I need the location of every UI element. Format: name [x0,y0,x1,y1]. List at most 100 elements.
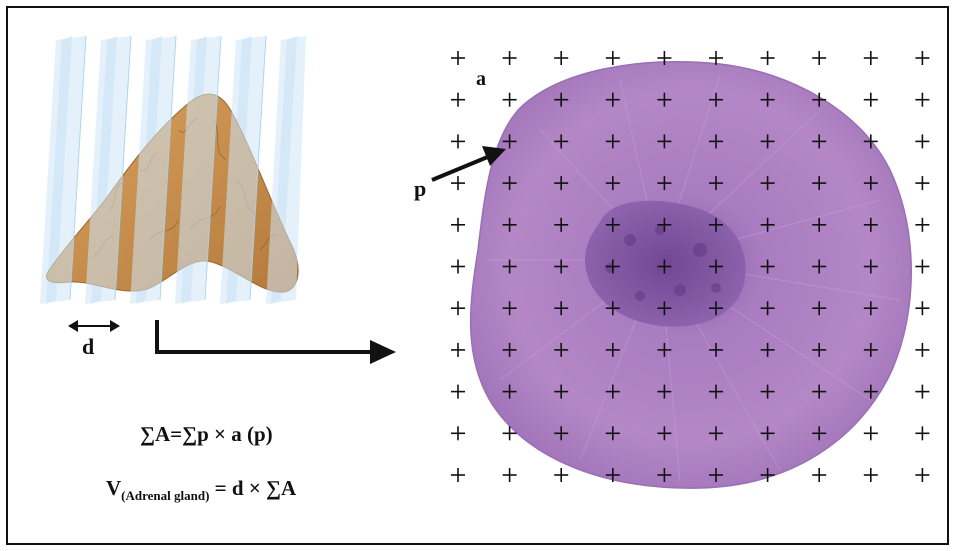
grid-cross [554,259,569,274]
grid-cross [863,384,878,399]
grid-cross [863,92,878,107]
grid-cross [502,259,517,274]
grid-cross [709,51,723,65]
grid-cross [657,426,672,441]
grid-cross [554,468,569,482]
grid-point-arrow [431,146,506,182]
grid-cross [605,301,620,316]
grid-cross [812,51,827,65]
grid-cross [451,176,465,191]
grid-cross [451,259,465,274]
slicing-planes-front [40,36,306,304]
grid-cross [605,259,620,274]
grid-cross [554,217,569,232]
grid-cross [502,51,517,65]
grid-cross [554,134,569,149]
point-grid [451,51,930,482]
grid-cross [709,301,723,316]
grid-cross [915,384,930,399]
grid-cross [760,92,775,107]
grid-cross [502,426,517,441]
grid-cross [709,134,723,149]
grid-cross [812,426,827,441]
figure-frame [6,6,949,545]
grid-cross [605,176,620,191]
grid-cross [863,426,878,441]
grid-cross [863,342,878,357]
grid-cross [605,51,620,65]
grid-cross [502,342,517,357]
grid-cross [605,426,620,441]
grid-cross [812,468,827,482]
grid-cross [915,217,930,232]
grid-cross [451,134,465,149]
grid-cross [709,468,723,482]
grid-cross [709,342,723,357]
medulla-texture [605,225,721,301]
grid-cross [502,134,517,149]
grid-cross [451,51,465,65]
grid-cross [502,384,517,399]
grid-cross [812,342,827,357]
grid-cross [812,259,827,274]
grid-cross [760,468,775,482]
grid-cross [451,426,465,441]
grid-cross [605,468,620,482]
grid-cross [502,176,517,191]
tissue-section [469,61,912,489]
grid-cross [451,217,465,232]
grid-cross [554,301,569,316]
grid-cross [605,92,620,107]
grid-cross [760,51,775,65]
grid-cross [915,301,930,316]
slice-spacing-label: d [82,334,94,359]
grid-cross [554,92,569,107]
grid-cross [657,342,672,357]
grid-cross [812,176,827,191]
grid-cross [915,426,930,441]
grid-point-label: p [414,176,426,201]
grid-cross [760,426,775,441]
grid-cross [554,51,569,65]
grid-cross [451,468,465,482]
grid-cross [502,468,517,482]
grid-cross [657,301,672,316]
section-arrow [155,320,396,364]
grid-cross [709,259,723,274]
grid-cross [709,426,723,441]
grid-cross [657,259,672,274]
grid-cross [709,217,723,232]
grid-cross [554,426,569,441]
volume-formula-subscript: (Adrenal gland) [121,488,210,504]
grid-cross [863,217,878,232]
grid-cross [915,259,930,274]
grid-cross [605,134,620,149]
grid-cross [657,176,672,191]
grid-cross [657,92,672,107]
grid-cross [915,51,930,65]
grid-cross [760,259,775,274]
grid-cross [863,51,878,65]
grid-cross [554,342,569,357]
area-formula-rhs: =∑p × a (p) [170,422,273,446]
grid-cross [812,217,827,232]
grid-cross [812,301,827,316]
grid-cross [502,92,517,107]
grid-cross [657,384,672,399]
grid-cross [709,176,723,191]
grid-cross [915,468,930,482]
grid-cross [760,134,775,149]
grid-cross [657,134,672,149]
grid-cross [760,384,775,399]
grid-cross [863,259,878,274]
grid-cross [451,342,465,357]
grid-cross [863,176,878,191]
grid-cross [915,134,930,149]
grid-cross [502,301,517,316]
grid-cross [657,468,672,482]
grid-cross [451,301,465,316]
medulla-region [584,200,746,327]
grid-cross [812,134,827,149]
grid-cross [760,217,775,232]
volume-formula: V(Adrenal gland) = d × ∑A [106,476,296,504]
